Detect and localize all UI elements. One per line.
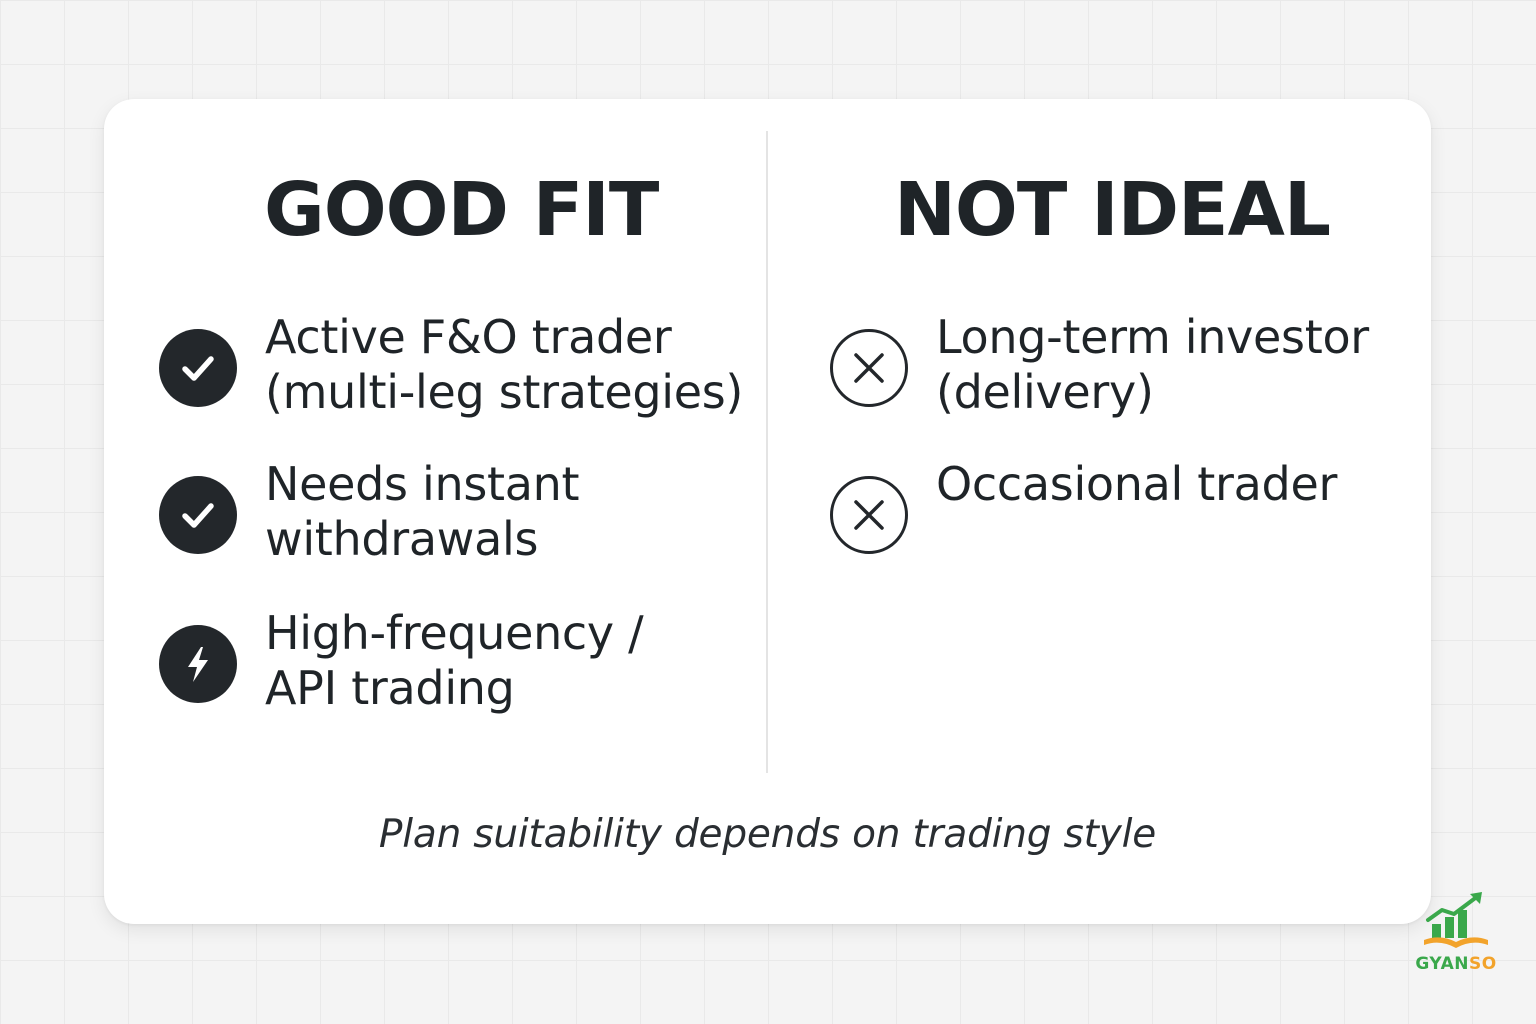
lightning-circle-icon bbox=[159, 625, 237, 703]
logo-wordmark-part2: SO bbox=[1468, 954, 1497, 974]
not-ideal-item-line1: Long-term investor bbox=[936, 310, 1369, 364]
not-ideal-title: NOT IDEAL bbox=[894, 167, 1331, 253]
good-fit-item: High-frequency / API trading bbox=[159, 606, 644, 716]
good-fit-item-line1: Active F&O trader bbox=[265, 310, 672, 364]
comparison-card: GOOD FIT NOT IDEAL Active F&O trader (mu… bbox=[104, 99, 1431, 924]
gyanso-logo: GYANSO bbox=[1406, 890, 1506, 980]
good-fit-item-label: Active F&O trader (multi-leg strategies) bbox=[265, 310, 743, 420]
not-ideal-item-line2: (delivery) bbox=[936, 365, 1154, 419]
check-circle-icon bbox=[159, 329, 237, 407]
column-divider bbox=[766, 131, 768, 773]
not-ideal-item-line1: Occasional trader bbox=[936, 457, 1338, 511]
good-fit-item-line2: withdrawals bbox=[265, 512, 539, 566]
good-fit-item-line1: Needs instant bbox=[265, 457, 580, 511]
not-ideal-item: Occasional trader bbox=[830, 457, 1337, 554]
good-fit-item-label: Needs instant withdrawals bbox=[265, 457, 580, 567]
not-ideal-item: Long-term investor (delivery) bbox=[830, 310, 1369, 420]
logo-wordmark-part1: GYAN bbox=[1415, 954, 1469, 974]
good-fit-item-line2: API trading bbox=[265, 661, 515, 715]
not-ideal-item-label: Occasional trader bbox=[936, 457, 1337, 512]
good-fit-title: GOOD FIT bbox=[264, 167, 659, 253]
x-circle-icon bbox=[830, 329, 908, 407]
not-ideal-item-label: Long-term investor (delivery) bbox=[936, 310, 1369, 420]
logo-wordmark: GYANSO bbox=[1415, 954, 1496, 974]
good-fit-item: Active F&O trader (multi-leg strategies) bbox=[159, 310, 743, 420]
good-fit-item: Needs instant withdrawals bbox=[159, 457, 580, 567]
good-fit-item-line1: High-frequency / bbox=[265, 606, 644, 660]
good-fit-item-label: High-frequency / API trading bbox=[265, 606, 644, 716]
logo-chart-book-icon bbox=[1424, 892, 1488, 948]
footer-note: Plan suitability depends on trading styl… bbox=[378, 812, 1157, 857]
check-circle-icon bbox=[159, 476, 237, 554]
x-circle-icon bbox=[830, 476, 908, 554]
good-fit-item-line2: (multi-leg strategies) bbox=[265, 365, 744, 419]
